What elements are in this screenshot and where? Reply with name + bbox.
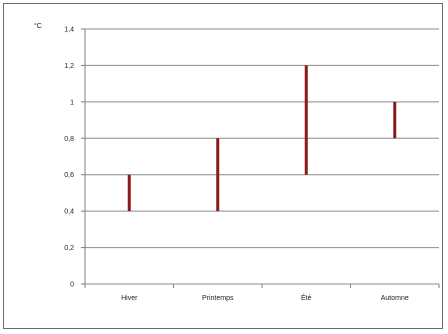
range-bar	[127, 174, 131, 212]
x-category-label: Printemps	[202, 295, 234, 302]
range-bar	[216, 138, 220, 212]
y-tick-label: 0,2	[64, 245, 74, 252]
range-bar	[393, 101, 397, 139]
x-category-label: Hiver	[121, 295, 138, 302]
y-unit-label: °C	[34, 22, 42, 30]
y-tick-label: 0,6	[64, 172, 74, 179]
y-tick-label: 1,4	[64, 27, 74, 34]
x-category-label: Automne	[381, 295, 409, 302]
chart-frame: °C 0 0,2 0,4 0,6 0,8 1 1,2 1,4 Hiver Printemps Été…	[3, 3, 443, 329]
y-tick-label: 0,4	[64, 209, 74, 216]
y-tick-label: 1	[70, 99, 74, 106]
y-tick-label: 0	[70, 282, 74, 289]
x-category-label: Été	[301, 293, 312, 302]
y-tick-label: 1,2	[64, 63, 74, 70]
range-bar	[304, 65, 308, 175]
y-tick-label: 0,8	[64, 136, 74, 143]
range-chart: °C 0 0,2 0,4 0,6 0,8 1 1,2 1,4 Hiver Printemps Été…	[34, 22, 440, 302]
